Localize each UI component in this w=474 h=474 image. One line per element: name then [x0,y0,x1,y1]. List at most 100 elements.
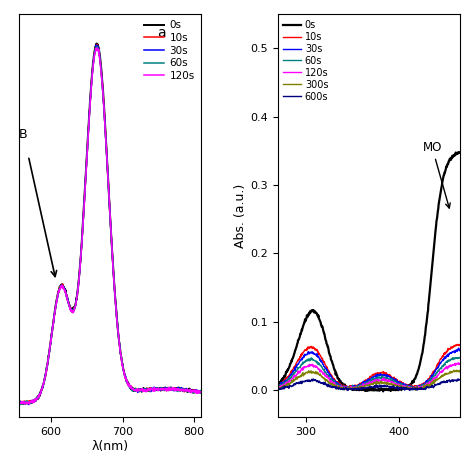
Text: MO: MO [422,141,450,208]
120s [363,382,368,388]
Line: 0s: 0s [19,44,201,404]
60s [68,307,73,313]
120s [374,378,379,383]
60s [136,388,142,394]
30s [424,377,430,383]
10s [94,42,100,47]
300s [361,383,367,389]
30s [61,283,67,289]
10s [181,386,186,392]
60s [61,285,67,291]
600s [275,386,281,392]
0s [383,387,389,392]
30s [74,294,80,300]
Line: 120s: 120s [19,48,201,404]
60s [424,380,430,385]
Text: a: a [157,27,166,40]
0s [424,313,430,319]
120s [456,360,462,366]
600s [362,385,367,391]
600s [345,388,350,393]
10s [457,342,463,348]
60s [383,376,389,382]
0s [136,387,142,393]
0s [363,388,368,394]
10s [68,305,73,311]
10s [455,342,460,347]
10s [61,284,67,290]
60s [198,389,204,395]
120s [68,306,73,311]
10s [275,382,281,388]
0s [74,293,80,299]
30s [275,383,281,389]
300s [383,381,389,387]
60s [374,375,379,381]
600s [457,377,463,383]
120s [181,387,186,392]
Text: B: B [19,128,27,141]
30s [16,401,22,406]
0s [16,400,22,405]
0s [457,150,463,155]
60s [74,295,80,301]
Line: 600s: 600s [278,379,460,391]
10s [383,370,389,375]
60s [412,387,418,392]
30s [68,306,73,312]
30s [198,390,204,396]
120s [158,387,164,393]
0s [61,284,67,290]
600s [383,383,389,389]
120s [136,387,142,393]
0s [275,381,281,386]
30s [453,347,459,353]
120s [457,361,463,367]
Y-axis label: Abs. (a.u.): Abs. (a.u.) [234,183,247,248]
30s [26,402,31,408]
120s [94,45,100,51]
30s [362,380,367,385]
120s [362,382,367,387]
Line: 60s: 60s [19,46,201,405]
60s [275,385,281,391]
30s [158,386,164,392]
Line: 120s: 120s [278,363,460,390]
0s [19,401,25,407]
60s [94,44,100,49]
30s [374,373,379,379]
0s [181,387,186,393]
300s [453,368,459,374]
0s [453,150,459,155]
30s [181,386,186,392]
600s [374,384,379,390]
0s [94,41,100,46]
60s [363,381,368,386]
Line: 60s: 60s [278,357,460,390]
60s [457,355,463,361]
10s [198,389,204,394]
Line: 30s: 30s [19,45,201,405]
Line: 10s: 10s [278,345,460,388]
10s [19,401,25,407]
60s [158,386,164,392]
120s [383,377,389,383]
600s [424,385,430,391]
60s [361,381,367,386]
120s [74,295,80,301]
Line: 0s: 0s [278,152,460,392]
60s [18,402,23,408]
Line: 30s: 30s [278,348,460,389]
300s [275,385,281,391]
120s [453,361,459,366]
300s [457,368,463,374]
300s [454,367,460,373]
300s [363,383,368,388]
10s [363,377,368,383]
300s [374,382,379,387]
600s [453,378,459,383]
30s [456,345,462,351]
10s [16,400,22,405]
60s [181,387,186,392]
30s [383,372,389,378]
